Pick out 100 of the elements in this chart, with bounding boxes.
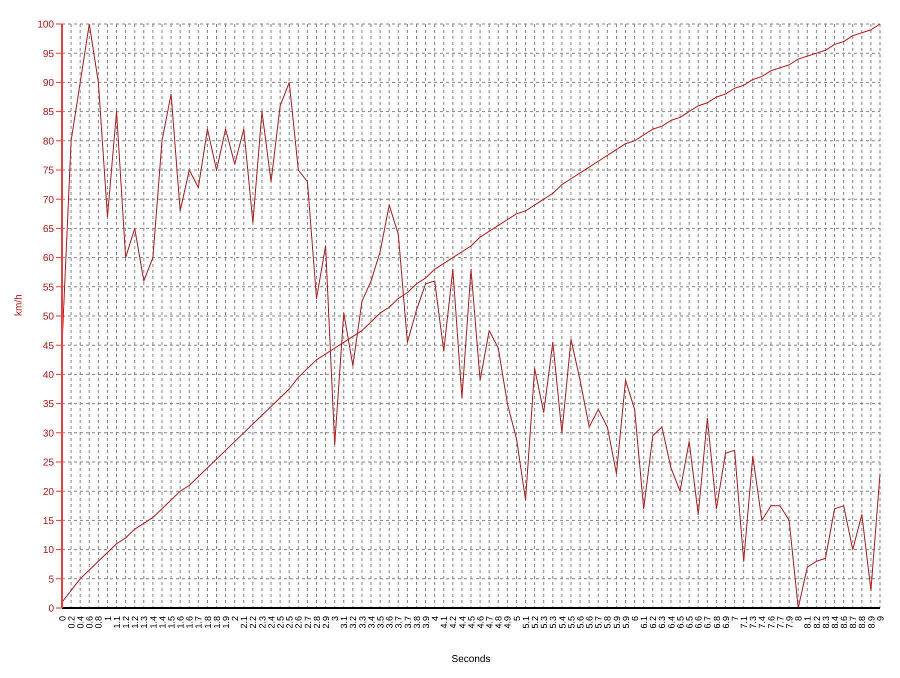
x-tick-label: 2.5 — [284, 616, 295, 629]
x-tick-label: 8 — [794, 616, 804, 622]
x-tick-label: 1.5 — [166, 616, 176, 629]
y-tick-label: 40 — [42, 370, 54, 381]
x-tick-label: 0 — [57, 616, 68, 622]
x-tick-label: 7.4 — [757, 616, 768, 629]
x-tick-label: 6.8 — [712, 616, 722, 629]
x-tick-label: 5.7 — [594, 616, 604, 629]
x-tick-label: 3.8 — [412, 616, 422, 629]
x-tick-label: 1.4 — [148, 616, 158, 629]
x-tick-label: 3.2 — [348, 616, 358, 629]
x-tick-label: 1.8 — [202, 616, 213, 629]
x-tick-label: 6.9 — [720, 616, 731, 629]
x-tick-label: 3.7 — [402, 616, 413, 629]
x-tick-label: 8.2 — [812, 616, 822, 629]
y-tick-label: 65 — [42, 224, 54, 235]
x-tick-label: 8.4 — [830, 616, 840, 629]
y-tick-label: 5 — [48, 574, 54, 586]
x-tick-label: 3 — [330, 616, 340, 622]
x-tick-label: 6.3 — [657, 616, 668, 629]
x-tick-label: 3.3 — [357, 616, 368, 629]
x-tick-label: 5.8 — [602, 616, 613, 629]
x-tick-label: 4.4 — [457, 616, 468, 629]
y-tick-label: 30 — [42, 428, 54, 440]
x-tick-label: 3.4 — [366, 616, 376, 629]
x-tick-label: 8.1 — [802, 616, 813, 629]
y-tick-label: 25 — [42, 458, 54, 469]
x-tick-label: 8.7 — [848, 616, 858, 629]
y-tick-label: 70 — [42, 194, 54, 206]
x-tick-label: 6.2 — [648, 616, 658, 629]
x-tick-label: 2.6 — [294, 616, 304, 629]
x-tick-label: 1.1 — [112, 616, 122, 629]
x-tick-label: 2.2 — [248, 616, 258, 629]
x-tick-label: 1.7 — [194, 616, 204, 629]
x-tick-label: 7.9 — [784, 616, 794, 629]
x-tick-label: 5.2 — [530, 616, 540, 629]
x-tick-label: 8.6 — [839, 616, 850, 629]
x-tick-label: 2.9 — [320, 616, 331, 629]
x-tick-label: 9 — [875, 616, 886, 622]
x-tick-label: 7.1 — [739, 616, 750, 629]
y-tick-label: 20 — [42, 486, 54, 498]
x-tick-label: 0.6 — [84, 616, 95, 629]
x-tick-label: 2.1 — [239, 616, 250, 629]
x-tick-label: 4.1 — [439, 616, 450, 629]
x-tick-label: 6.5 — [675, 616, 686, 629]
x-tick-label: 4.2 — [448, 616, 458, 629]
x-tick-label: 1 — [102, 616, 113, 622]
x-tick-label: 1.6 — [176, 616, 186, 629]
x-tick-label: 5.3 — [548, 616, 558, 629]
y-tick-label: 15 — [42, 516, 54, 527]
x-tick-label: 3.9 — [420, 616, 431, 629]
x-tick-label: 0.8 — [94, 616, 104, 629]
x-tick-label: 5.4 — [557, 616, 568, 629]
x-tick-label: 7 — [730, 616, 740, 622]
y-tick-label: 45 — [42, 340, 54, 352]
x-tick-label: 5.1 — [520, 616, 531, 629]
x-tick-label: 1.9 — [220, 616, 231, 629]
x-tick-label: 6.5 — [684, 616, 695, 629]
y-tick-label: 50 — [42, 312, 54, 323]
x-tick-label: 0.4 — [76, 616, 86, 629]
x-tick-label: 5.3 — [539, 616, 550, 629]
y-tick-label: 55 — [42, 282, 54, 294]
x-tick-label: 8.9 — [866, 616, 876, 629]
x-tick-label: 5.9 — [620, 616, 631, 629]
x-tick-label: 3.7 — [394, 616, 404, 629]
x-tick-label: 6 — [630, 616, 640, 622]
x-tick-label: 4.8 — [494, 616, 504, 629]
x-tick-label: 5.6 — [575, 616, 586, 629]
y-axis-title: km/h — [14, 294, 25, 316]
x-tick-label: 1.3 — [139, 616, 150, 629]
x-tick-label: 3.5 — [376, 616, 386, 629]
x-tick-label: 2.3 — [257, 616, 268, 629]
y-tick-label: 10 — [42, 545, 54, 556]
x-tick-label: 1.2 — [121, 616, 132, 629]
x-tick-label: 7.7 — [775, 616, 786, 629]
x-tick-label: 5.5 — [566, 616, 576, 629]
x-tick-label: 4.9 — [502, 616, 513, 629]
x-tick-label: 8.3 — [820, 616, 831, 629]
x-axis-title: Seconds — [452, 654, 490, 665]
y-tick-label: 85 — [42, 107, 54, 118]
x-tick-label: 1.6 — [184, 616, 195, 629]
y-tick-label: 35 — [42, 399, 54, 410]
y-tick-label: 75 — [42, 166, 54, 177]
y-tick-label: 80 — [42, 136, 54, 148]
x-tick-label: 4 — [430, 616, 440, 622]
x-tick-label: 1.8 — [212, 616, 222, 629]
x-tick-label: 1.2 — [130, 616, 140, 629]
x-tick-label: 6.7 — [702, 616, 713, 629]
x-tick-label: 2.8 — [312, 616, 322, 629]
x-tick-label: 5.6 — [584, 616, 595, 629]
x-tick-label: 2.4 — [266, 616, 276, 629]
x-tick-label: 2 — [230, 616, 240, 622]
y-tick-label: 60 — [42, 253, 54, 264]
x-tick-label: 4.6 — [475, 616, 486, 629]
x-tick-label: 5 — [512, 616, 522, 622]
x-tick-label: 2.5 — [276, 616, 286, 629]
y-tick-label: 100 — [37, 20, 54, 31]
x-tick-label: 4.5 — [466, 616, 476, 629]
y-tick-label: 90 — [42, 78, 54, 89]
x-tick-label: 4.7 — [484, 616, 495, 629]
